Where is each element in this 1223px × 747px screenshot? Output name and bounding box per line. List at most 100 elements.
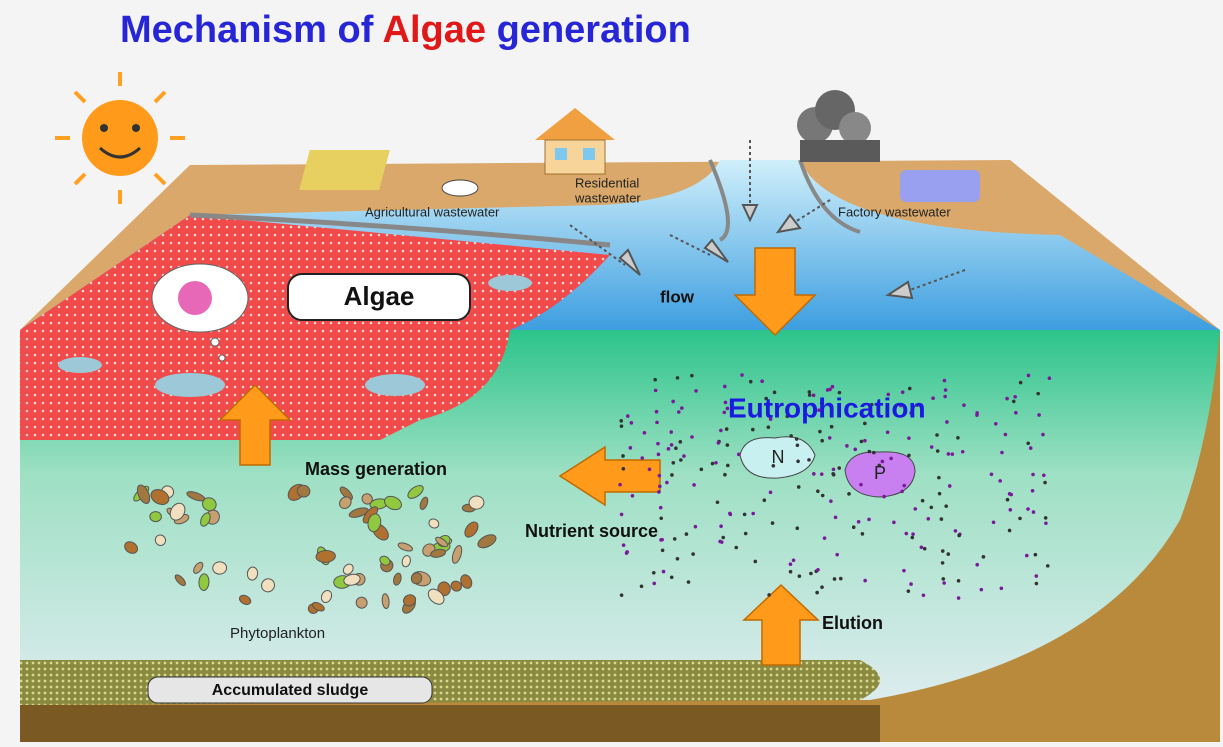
dot: [898, 403, 903, 408]
dot: [621, 466, 626, 471]
dot: [940, 561, 945, 565]
dot: [886, 392, 891, 397]
dot: [831, 467, 836, 472]
dot: [656, 452, 661, 457]
dot: [736, 452, 741, 457]
dot: [770, 521, 775, 525]
cell: [261, 578, 275, 593]
dot: [628, 446, 633, 450]
dot: [690, 373, 694, 378]
dot: [724, 427, 729, 431]
cell: [384, 495, 402, 511]
cell: [320, 589, 333, 604]
dot: [715, 500, 720, 505]
dot: [915, 403, 920, 407]
dot: [652, 581, 657, 586]
cell: [150, 489, 170, 506]
dot: [833, 515, 838, 520]
dot: [960, 449, 965, 454]
dot: [655, 420, 659, 425]
dot: [956, 596, 961, 600]
dot: [863, 421, 867, 426]
cell: [169, 502, 186, 521]
dot: [669, 575, 674, 580]
dot: [788, 569, 793, 574]
dot: [629, 421, 634, 425]
cell: [367, 513, 382, 533]
dot: [640, 456, 645, 460]
dot: [748, 379, 753, 384]
dot: [913, 507, 918, 511]
label: P: [874, 463, 886, 483]
fish: [58, 275, 532, 397]
dot: [624, 551, 629, 555]
cell: [401, 555, 411, 568]
cell: [427, 588, 445, 605]
dot: [837, 390, 842, 395]
dot: [909, 582, 913, 586]
nutrient-dots: [618, 373, 1052, 600]
dot: [825, 388, 830, 392]
dot: [807, 393, 812, 397]
cell: [464, 521, 479, 538]
dot: [845, 444, 849, 448]
dot: [762, 498, 767, 502]
title-part: Mechanism of: [120, 9, 374, 51]
dot: [719, 524, 723, 528]
dot: [797, 574, 802, 578]
cell: [450, 580, 463, 592]
dot: [863, 578, 867, 583]
dot: [837, 466, 842, 470]
dot: [931, 396, 935, 401]
dot: [671, 399, 675, 404]
dot: [768, 490, 773, 495]
dot: [946, 452, 951, 456]
dot: [979, 587, 984, 592]
algae-bubble: [151, 263, 249, 362]
dot: [621, 543, 626, 547]
cell: [339, 496, 352, 510]
dot: [656, 441, 660, 446]
dot: [672, 537, 677, 541]
dot: [872, 450, 876, 455]
label: Nutrient source: [525, 521, 658, 541]
dot: [723, 472, 727, 477]
label: Factory wastewater: [838, 204, 951, 219]
dot: [1034, 574, 1039, 578]
dot: [838, 576, 843, 581]
dot: [816, 489, 820, 494]
dot: [953, 529, 958, 533]
dot: [831, 472, 836, 477]
dot: [658, 484, 662, 489]
dot: [743, 531, 748, 536]
algae-bloom-section: [20, 330, 510, 440]
dot: [1045, 564, 1050, 568]
dot: [618, 482, 622, 487]
dot: [785, 414, 790, 419]
cell: [468, 495, 485, 510]
dot: [946, 552, 951, 556]
dot: [725, 463, 730, 468]
dot: [1013, 394, 1017, 399]
dot: [815, 590, 819, 595]
cell: [296, 484, 311, 498]
dot: [795, 443, 800, 448]
cell: [402, 594, 417, 607]
dot: [998, 479, 1002, 483]
dot: [699, 467, 704, 472]
dot: [1031, 472, 1035, 477]
dot: [950, 452, 955, 456]
cell: [407, 484, 424, 499]
label: flow: [660, 287, 695, 306]
dot: [751, 427, 755, 432]
dot: [943, 388, 948, 392]
cell: [193, 561, 204, 574]
dot: [722, 384, 727, 389]
dot: [822, 536, 827, 540]
cell: [343, 573, 361, 586]
dot: [956, 579, 961, 583]
dot: [1007, 528, 1012, 533]
dot: [659, 516, 664, 521]
dot: [1047, 376, 1052, 380]
dot: [693, 524, 698, 529]
